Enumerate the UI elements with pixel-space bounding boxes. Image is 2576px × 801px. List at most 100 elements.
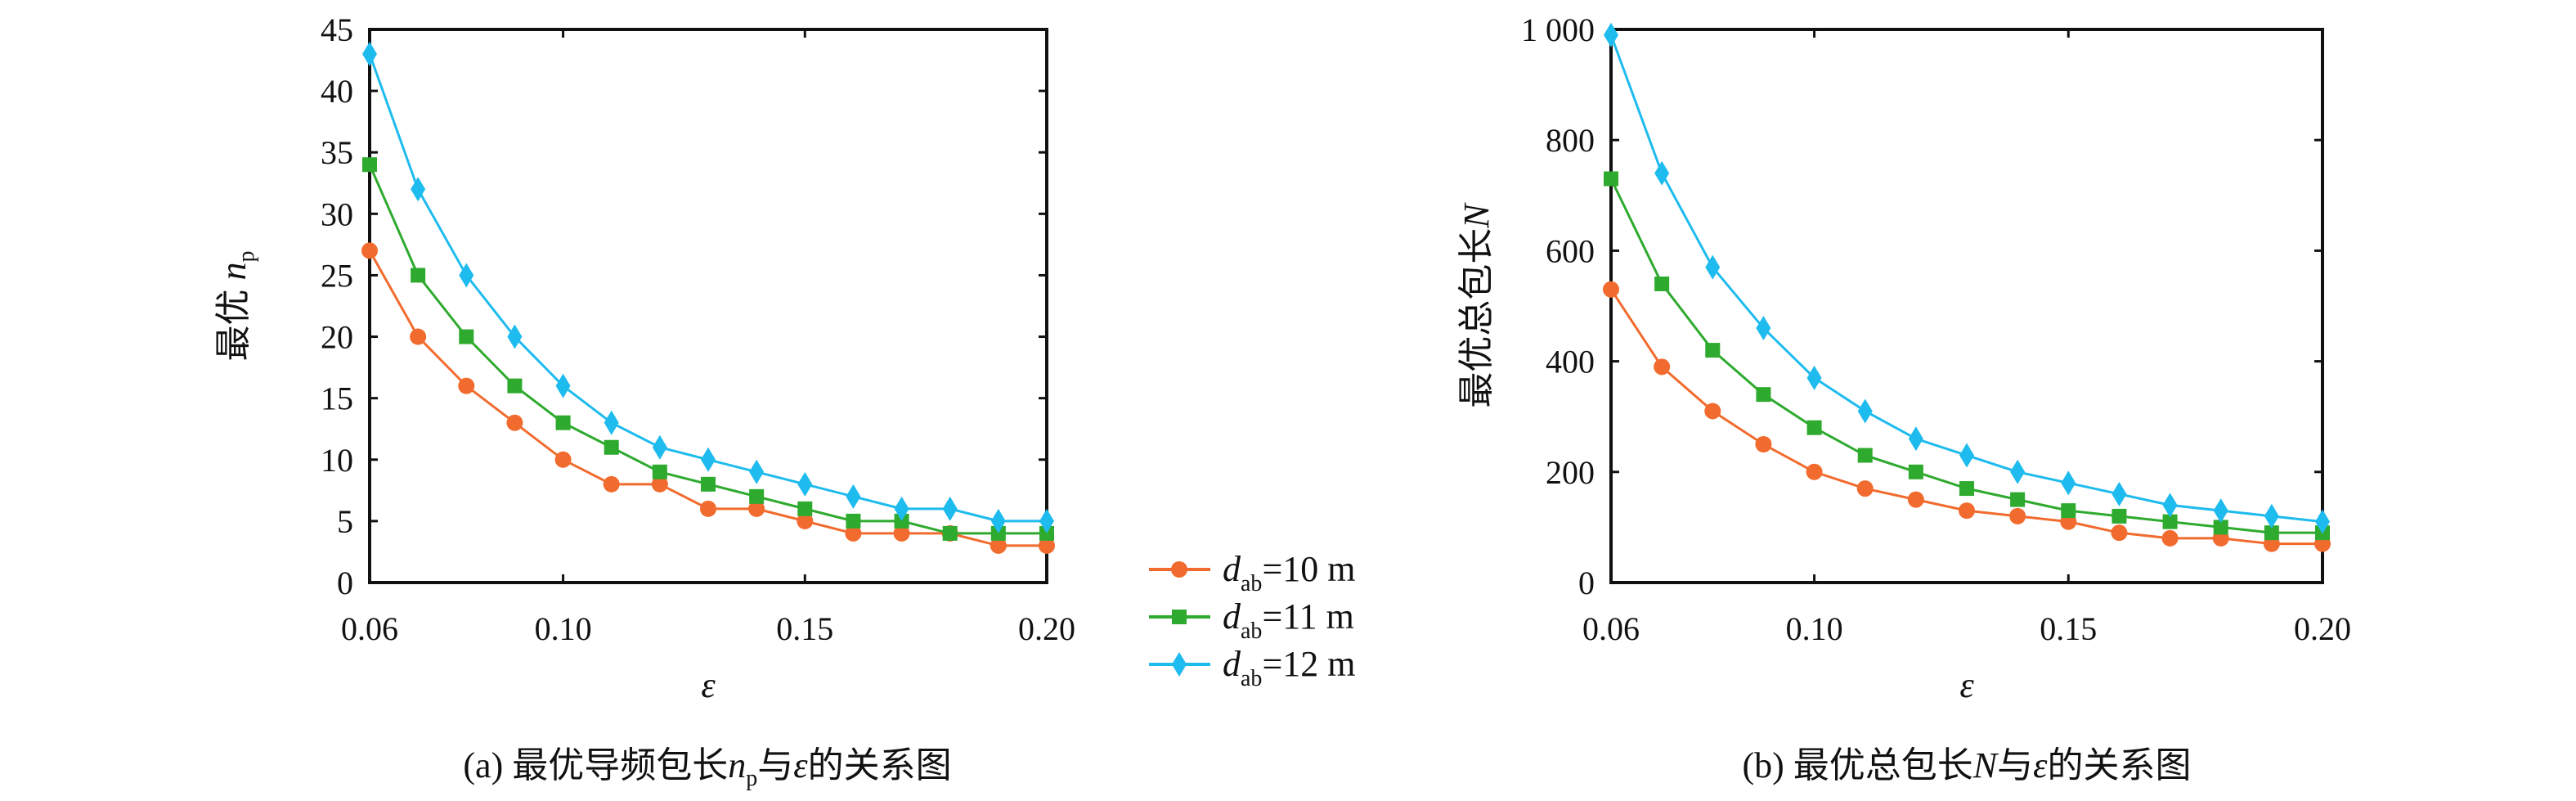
data-point: [459, 263, 474, 288]
data-point: [1959, 481, 1974, 497]
y-tick-label: 5: [337, 503, 353, 540]
y-tick-label: 20: [321, 319, 353, 356]
caption-text: 与: [1997, 745, 2033, 785]
data-point: [1806, 463, 1823, 480]
data-point: [894, 496, 909, 521]
y-tick-label: 40: [321, 73, 353, 110]
caption-var: N: [1972, 745, 1999, 785]
data-point: [603, 475, 620, 493]
data-point: [1039, 537, 1055, 554]
data-point: [362, 42, 377, 67]
x-tick-label: 0.06: [1582, 610, 1640, 647]
legend-marker: [1171, 561, 1187, 578]
data-point: [1857, 398, 1873, 424]
caption-sub: p: [746, 766, 757, 791]
data-point: [2161, 529, 2179, 547]
y-label-text: 最优总包长: [1456, 228, 1497, 408]
data-point: [1705, 254, 1721, 280]
legend-label: dab=10 m: [1223, 549, 1355, 596]
data-point: [2010, 459, 2026, 484]
caption-text: (a) 最优导频包长: [463, 745, 728, 785]
y-tick-label: 1 000: [1521, 11, 1595, 48]
legend-marker: [1172, 652, 1187, 677]
data-point: [651, 475, 668, 493]
caption-var: ε: [793, 745, 808, 785]
data-point: [410, 328, 427, 345]
data-point: [2010, 492, 2026, 507]
data-point: [411, 268, 426, 283]
y-axis-label: 最优 np: [213, 251, 259, 362]
data-point: [458, 377, 475, 394]
data-point: [797, 501, 813, 516]
x-tick-label: 0.15: [776, 610, 833, 647]
x-axis-label: ε: [1959, 665, 1974, 705]
data-point: [1654, 160, 1670, 186]
data-point: [1603, 281, 1619, 298]
y-axis-label: 最优总包长N: [1456, 202, 1497, 408]
plot-frame: [1609, 28, 2324, 584]
y-tick-label: 15: [321, 380, 353, 417]
y-tick-label: 200: [1546, 454, 1595, 491]
series-d12: [1604, 22, 2330, 534]
data-point: [1908, 464, 1923, 479]
legend-text: =11 m: [1262, 596, 1353, 637]
legend-item: dab=11 m: [1149, 596, 1354, 644]
caption-text: 的关系图: [2048, 745, 2192, 785]
series-d12: [362, 42, 1054, 533]
data-point: [893, 524, 910, 542]
data-point: [1806, 365, 1822, 390]
caption-var: n: [728, 745, 746, 785]
data-point: [701, 447, 716, 472]
x-axis-label: ε: [701, 665, 716, 705]
data-point: [1908, 426, 1923, 452]
data-point: [797, 471, 813, 497]
data-point: [1756, 316, 1771, 341]
data-point: [942, 496, 958, 521]
legend-sub: ab: [1241, 619, 1262, 644]
legend-sub: ab: [1241, 666, 1262, 691]
x-tick-label: 0.10: [535, 610, 592, 647]
y-tick-label: 30: [321, 196, 353, 232]
data-point: [2061, 470, 2076, 496]
data-point: [1857, 448, 1873, 463]
data-point: [652, 464, 667, 479]
legend-var: d: [1223, 549, 1241, 589]
data-point: [1755, 436, 1772, 452]
legend-text: =12 m: [1262, 644, 1355, 684]
data-point: [411, 177, 426, 202]
data-point: [555, 373, 571, 398]
data-point: [1756, 387, 1771, 403]
data-point: [846, 484, 861, 509]
legend-sub: ab: [1241, 571, 1262, 596]
data-point: [362, 157, 377, 173]
data-point: [846, 513, 861, 529]
caption-text: (b) 最优总包长: [1742, 745, 1972, 785]
data-point: [507, 324, 523, 349]
data-point: [604, 439, 619, 455]
data-point: [1654, 358, 1671, 376]
chart-caption: (b) 最优总包长N与ε的关系图: [1742, 745, 2191, 785]
data-point: [506, 414, 523, 431]
data-point: [1959, 443, 1974, 468]
plot-frame: [368, 28, 1048, 584]
legend-marker: [1172, 610, 1187, 624]
data-point: [2111, 524, 2128, 542]
data-point: [2009, 507, 2026, 524]
data-point: [942, 525, 958, 541]
data-point: [2061, 503, 2076, 519]
x-tick-label: 0.20: [2294, 610, 2351, 647]
series-d11: [1604, 171, 2330, 541]
legend-var: d: [1223, 596, 1241, 637]
data-point: [1704, 403, 1721, 420]
data-point: [1039, 508, 1054, 533]
data-point: [1039, 525, 1054, 541]
data-point: [700, 500, 716, 517]
data-point: [894, 513, 909, 529]
data-point: [1959, 502, 1975, 520]
y-tick-label: 600: [1546, 232, 1595, 269]
data-point: [2112, 481, 2127, 506]
data-point: [701, 476, 716, 492]
data-point: [507, 378, 523, 394]
data-point: [748, 500, 765, 517]
data-point: [2264, 525, 2279, 541]
